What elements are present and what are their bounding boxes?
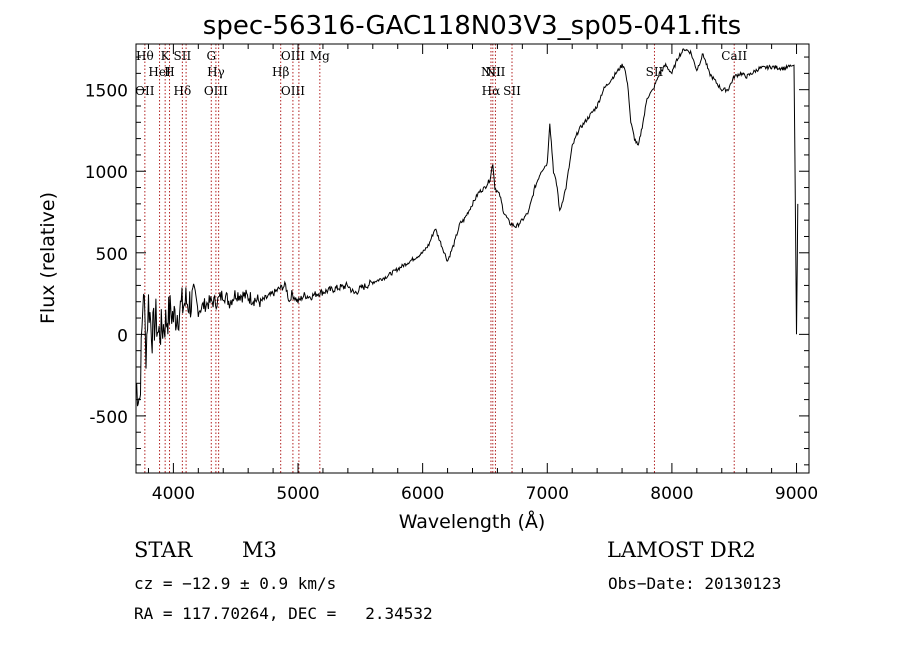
y-tick-label: 0 — [117, 326, 128, 346]
plot-frame — [135, 43, 810, 474]
line-label: H — [164, 65, 174, 79]
object-class: STAR — [134, 538, 193, 562]
x-tick-label: 7000 — [526, 484, 569, 504]
redshift-velocity: cz = −12.9 ± 0.9 km/s — [134, 574, 337, 593]
observation-date: Obs−Date: 20130123 — [608, 574, 782, 593]
line-label: OIII — [281, 49, 305, 63]
line-label: OIII — [204, 84, 228, 98]
line-label: Hγ — [207, 65, 225, 79]
y-axis-label: Flux (relative) — [37, 192, 59, 324]
x-axis-label: Wavelength (Å) — [399, 510, 546, 533]
line-label: OII — [135, 84, 155, 98]
line-label: Hθ — [136, 49, 154, 63]
spectrum-line — [135, 48, 799, 407]
x-tick-label: 4000 — [152, 484, 195, 504]
line-label: Mg — [310, 49, 330, 63]
y-tick-label: 500 — [96, 245, 128, 265]
line-label: K — [161, 49, 171, 63]
line-label: OIII — [281, 84, 305, 98]
line-label: Hδ — [174, 84, 192, 98]
coordinates: RA = 117.70264, DEC = 2.34532 — [134, 604, 433, 623]
spectrum-series — [135, 48, 799, 407]
object-subclass: M3 — [242, 538, 277, 562]
survey-name: LAMOST DR2 — [607, 538, 756, 562]
spectral-line-markers: HθOIIHeIKHSIIHδGHγOIIIHβOIIIOIIIMgNIIHαN… — [135, 44, 747, 473]
line-label: Hα — [482, 84, 501, 98]
line-label: G — [206, 49, 216, 63]
line-label: Hβ — [272, 65, 289, 79]
line-label: SII — [503, 84, 521, 98]
y-tick-label: 1500 — [85, 82, 128, 102]
x-tick-label: 6000 — [401, 484, 444, 504]
y-tick-label: 1000 — [85, 163, 128, 183]
line-label: CaII — [721, 49, 747, 63]
line-label: NII — [485, 65, 505, 79]
x-tick-label: 8000 — [650, 484, 693, 504]
chart-title: spec-56316-GAC118N03V3_sp05-041.fits — [203, 11, 741, 41]
axis-ticks: 4000 5000 6000 7000 8000 9000 -500 0 500 1000 1500 — [85, 44, 818, 504]
y-tick-label: -500 — [89, 408, 128, 428]
x-tick-label: 9000 — [775, 484, 818, 504]
line-label: SII — [174, 49, 192, 63]
line-label: NII — [481, 65, 501, 79]
x-tick-label: 5000 — [276, 484, 319, 504]
